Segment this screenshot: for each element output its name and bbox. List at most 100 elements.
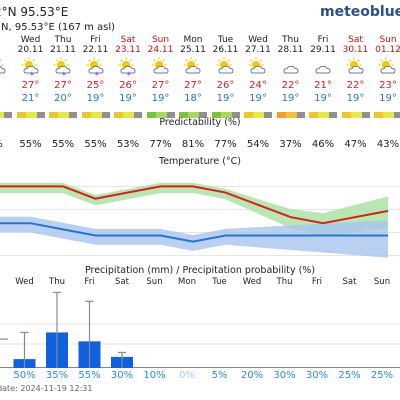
cloud-icon [303,57,343,77]
location-elevation: °N, 95.53°E (167 m asl) [0,22,116,33]
min-temp-value: 19° [346,93,365,104]
day-date: 20.11 [17,45,44,55]
predictability-bar [49,112,77,118]
day-date: 22.11 [82,45,109,55]
day-name: Mon [183,35,203,45]
precip-day-name: Sun [373,277,391,287]
predictability-bar [179,112,207,118]
min-temp-value: 19° [119,93,137,104]
predictability-bar [0,112,12,118]
precip-probability-value: 20% [240,370,264,381]
precip-probability-value: 0% [179,370,195,381]
precip-probability-value: 35% [45,370,69,381]
min-temp-value: 19° [314,93,332,104]
day-name: Sat [348,35,363,45]
temperature-chart [0,182,400,258]
predictability-value: 55% [84,139,107,150]
predictability-title: Predictability (%) [159,117,241,128]
thunder-icon [76,57,116,77]
max-temp-value: 27° [184,80,202,91]
day-date: 30.11 [342,45,369,55]
max-temperature-line [0,185,389,225]
predictability-values-row: %55%55%55%53%77%81%77%54%37%46%47%43% [0,139,400,153]
thunder-icon [43,57,83,77]
predictability-value: 55% [19,139,42,150]
predictability-bars-row [0,112,400,122]
sun-cloud-icon [141,57,181,77]
day-date: 24.11 [147,45,174,55]
day-name: Thu [282,35,299,45]
precip-probability-value: 5% [211,370,228,381]
min-temp-value: 19° [281,93,300,104]
predictability-value: 37% [279,139,302,150]
day-name: Wed [20,35,41,45]
day-date: 25.11 [180,45,206,55]
predictability-bar [81,112,110,118]
day-date: 26.11 [212,45,239,55]
day-date: 23.11 [115,45,141,55]
cloud-icon [271,57,311,77]
predictability-bar [341,112,370,118]
sun-cloud-icon [0,57,18,77]
precip-probability-value: 25% [338,370,361,381]
min-temp-value: 19° [86,93,105,104]
meteoblue-logo[interactable]: meteoblue [320,4,400,20]
precip-day-name: Sun [146,277,163,287]
predictability-bar [211,112,240,118]
max-temp-value: 27° [21,80,40,91]
predictability-value: 46% [311,139,335,150]
precip-probability-value: 25% [370,370,394,381]
sun-cloud-icon [336,57,376,77]
predictability-value: 77% [214,139,237,150]
predictability-value: 81% [181,139,205,150]
day-name: Wed [248,35,268,45]
min-temp-value: 18° [184,93,202,104]
temperature-title: Temperature (°C) [159,156,241,167]
day-name: Sun [151,35,170,45]
precip-day-name: Wed [242,277,262,287]
max-temp-value: 23° [379,80,397,91]
predictability-bar [146,112,175,118]
max-temp-value: 26° [216,80,235,91]
max-temp-spread-band [0,182,388,237]
predictability-value: 55% [51,139,75,150]
day-name: Sun [379,35,397,45]
precip-probability-row: 50% 35% 55% 30% 10% 0% 5% 20% 30% 30% 25% 25% [0,370,400,384]
predictability-bar [309,112,337,118]
day-name: Thu [54,35,72,45]
precip-probability-value: 30% [110,370,134,381]
max-temp-value: 26° [119,80,137,91]
day-date: 27.11 [245,45,271,55]
max-temp-value: 25° [86,80,105,91]
predictability-bar [276,112,305,118]
predictability-value: 77% [149,139,172,150]
predictability-value: 54% [246,139,270,150]
min-temperature-row: 21° 20° 19° 19° 19° 18° 19° 19° 19° 19° 19° 19° [0,93,400,107]
precip-day-name: Sat [115,277,129,287]
min-temp-value: 19° [216,93,235,104]
precip-day-name: Fri [84,277,95,287]
day-date: 01.12 [375,45,400,55]
precip-day-name: Sat [342,277,357,287]
predictability-bar [16,112,45,118]
weather-icons-row [0,57,400,77]
day-date: 28.11 [277,45,304,55]
precip-probability-value: 55% [78,370,101,381]
predictability-value: 47% [344,139,367,150]
sun-cloud-icon [173,57,213,77]
sun-cloud-icon [238,57,278,77]
min-temperature-line [0,222,388,243]
precip-day-name: Thu [49,277,65,287]
min-temp-value: 20° [54,93,72,104]
max-temp-value: 22° [281,80,300,91]
precip-probability-value: 30% [305,370,329,381]
update-timestamp: pdate: 2024-11-19 12:31 [0,384,93,393]
max-temp-value: 27° [54,80,72,91]
max-temp-value: 21° [314,80,332,91]
day-name: Tue [217,35,234,45]
min-temp-value: 21° [21,93,40,104]
predictability-bar [114,112,142,118]
sun-cloud-icon [368,57,400,77]
precipitation-chart [0,291,400,368]
sun-cloud-icon [206,57,246,77]
